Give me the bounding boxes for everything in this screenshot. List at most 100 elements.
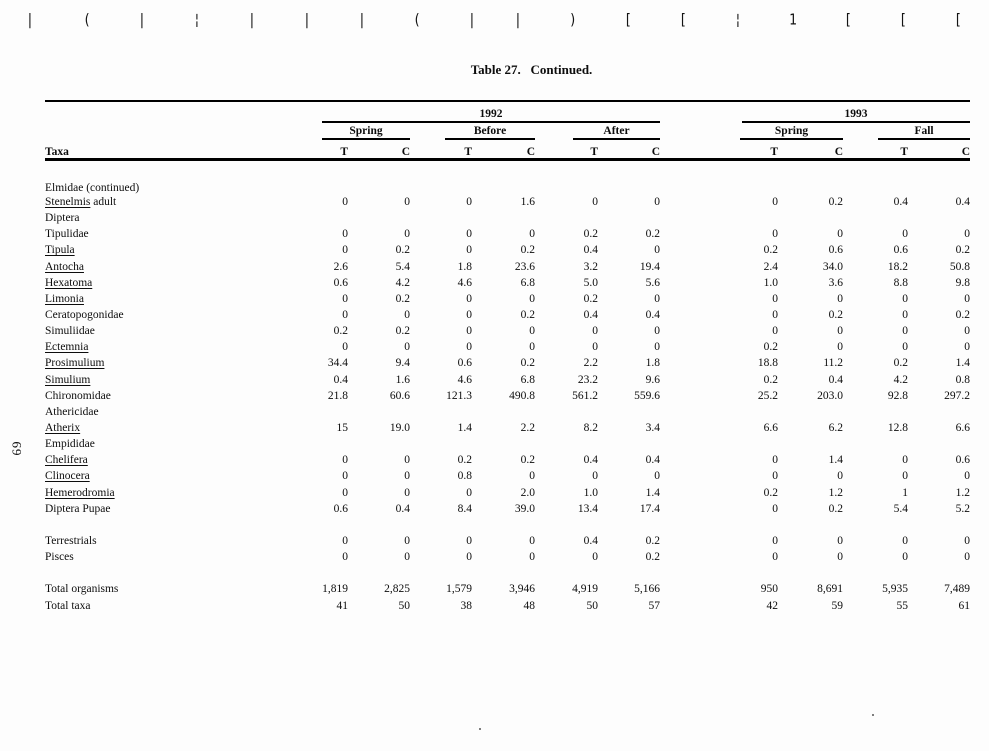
value-cell — [410, 565, 472, 581]
block-gap — [660, 101, 713, 123]
value-cell: 5.6 — [645, 276, 661, 289]
value-cell: 1.4 — [457, 422, 472, 435]
scan-tick-mark: [ — [679, 11, 687, 30]
col-header-c: C — [526, 146, 535, 158]
value-cell: 1.4 — [828, 454, 844, 467]
taxa-label: Hexatoma — [45, 275, 286, 291]
value-cell — [778, 517, 843, 533]
value-cell — [713, 210, 778, 226]
value-cell: 0 — [654, 470, 661, 483]
taxa-label — [45, 565, 286, 581]
value-cell: 0 — [342, 551, 348, 564]
treatment-control-header-row: Taxa T C T C T C T C T C — [45, 140, 971, 160]
value-cell: 0 — [404, 228, 410, 241]
value-cell — [778, 210, 843, 226]
value-cell: 0 — [529, 341, 535, 354]
value-cell — [348, 436, 410, 452]
value-cell: 0 — [902, 325, 909, 338]
value-cell: 0 — [837, 470, 844, 483]
value-cell: 121.3 — [446, 389, 472, 402]
value-cell — [908, 210, 970, 226]
scan-tick-mark: ¦ — [734, 11, 742, 30]
table-row: Chelifera 0 0 0.2 0.2 0.4 0.4 0 1.4 0 0.6 — [45, 452, 970, 468]
value-cell: 0.8 — [457, 470, 472, 483]
value-cell — [472, 565, 535, 581]
value-cell: 0 — [592, 196, 598, 209]
value-cell — [535, 160, 598, 195]
block-gap — [660, 140, 713, 160]
table-row: Ceratopogonidae 0 0 0 0.2 0.4 0.4 0 0.2 0 0.2 — [45, 307, 970, 323]
season-after-1992: After — [573, 125, 661, 140]
value-cell — [535, 404, 598, 420]
value-cell: 2.0 — [520, 486, 535, 499]
block-gap — [660, 194, 713, 210]
scan-tick-mark: | — [26, 11, 34, 30]
value-cell: 0 — [342, 292, 348, 305]
value-cell: 0 — [837, 292, 844, 305]
value-cell — [348, 210, 410, 226]
value-cell — [598, 404, 660, 420]
value-cell — [908, 565, 970, 581]
value-cell: 1 — [902, 486, 909, 499]
value-cell: 1.4 — [645, 486, 661, 499]
value-cell: 34.4 — [327, 357, 348, 370]
value-cell: 57 — [648, 599, 661, 612]
genus-name: Ectemnia — [45, 341, 89, 354]
value-cell: 1.0 — [583, 486, 598, 499]
value-cell: 0.6 — [955, 454, 971, 467]
value-cell: 0.4 — [645, 309, 661, 322]
value-cell — [535, 436, 598, 452]
value-cell: 1.2 — [828, 486, 844, 499]
taxa-label: Chironomidae — [45, 389, 111, 402]
block-gap — [660, 501, 713, 517]
value-cell: 0 — [772, 551, 779, 564]
season-spring-1992: Spring — [322, 125, 410, 140]
scan-tick-mark: | — [358, 11, 366, 30]
value-cell: 15 — [336, 422, 349, 435]
value-cell: 23.2 — [577, 373, 598, 386]
value-cell: 8.8 — [893, 276, 909, 289]
value-cell: 0 — [404, 535, 410, 548]
value-cell — [843, 404, 908, 420]
value-cell: 6.8 — [520, 373, 535, 386]
value-cell: 18.2 — [887, 260, 909, 273]
value-cell: 0 — [772, 196, 779, 209]
table-row: Athericidae — [45, 404, 970, 420]
taxa-label: Clinocera — [45, 468, 286, 484]
value-cell: 92.8 — [887, 389, 909, 402]
col-header-c: C — [961, 146, 971, 158]
value-cell: 5.2 — [955, 502, 971, 515]
scan-tick-mark: [ — [844, 11, 852, 30]
value-cell: 0 — [404, 196, 410, 209]
value-cell: 0.2 — [333, 325, 348, 338]
taxa-label: Tipula — [45, 242, 286, 258]
value-cell: 2,825 — [384, 583, 410, 596]
genus-name: Prosimulium — [45, 357, 105, 370]
value-cell — [843, 210, 908, 226]
value-cell: 6.6 — [955, 422, 971, 435]
value-cell: 0.2 — [645, 535, 661, 548]
block-gap — [660, 436, 713, 452]
value-cell: 203.0 — [817, 389, 844, 402]
table-row: Limonia 0 0.2 0 0 0.2 0 0 0 0 0 — [45, 291, 970, 307]
taxa-label: Total taxa — [45, 599, 91, 612]
value-cell: 42 — [766, 599, 779, 612]
value-cell: 0 — [342, 228, 348, 241]
genus-name: Hexatoma — [45, 276, 93, 289]
value-cell: 0 — [772, 454, 779, 467]
value-cell — [348, 404, 410, 420]
value-cell: 0.6 — [457, 357, 472, 370]
value-cell: 9.4 — [395, 357, 410, 370]
value-cell — [843, 565, 908, 581]
value-cell: 0.6 — [893, 244, 909, 257]
value-cell: 0 — [902, 228, 909, 241]
genus-name: Stenelmis — [45, 196, 91, 209]
value-cell: 950 — [760, 583, 779, 596]
value-cell — [713, 565, 778, 581]
scan-noise-dot — [479, 728, 481, 730]
table-row: Prosimulium 34.4 9.4 0.6 0.2 2.2 1.8 18.8 11.2 0.… — [45, 355, 970, 371]
scan-tick-mark: [ — [954, 11, 962, 30]
taxa-label: Ceratopogonidae — [45, 309, 124, 322]
value-cell: 34.0 — [822, 260, 844, 273]
spacer-row — [45, 565, 970, 581]
